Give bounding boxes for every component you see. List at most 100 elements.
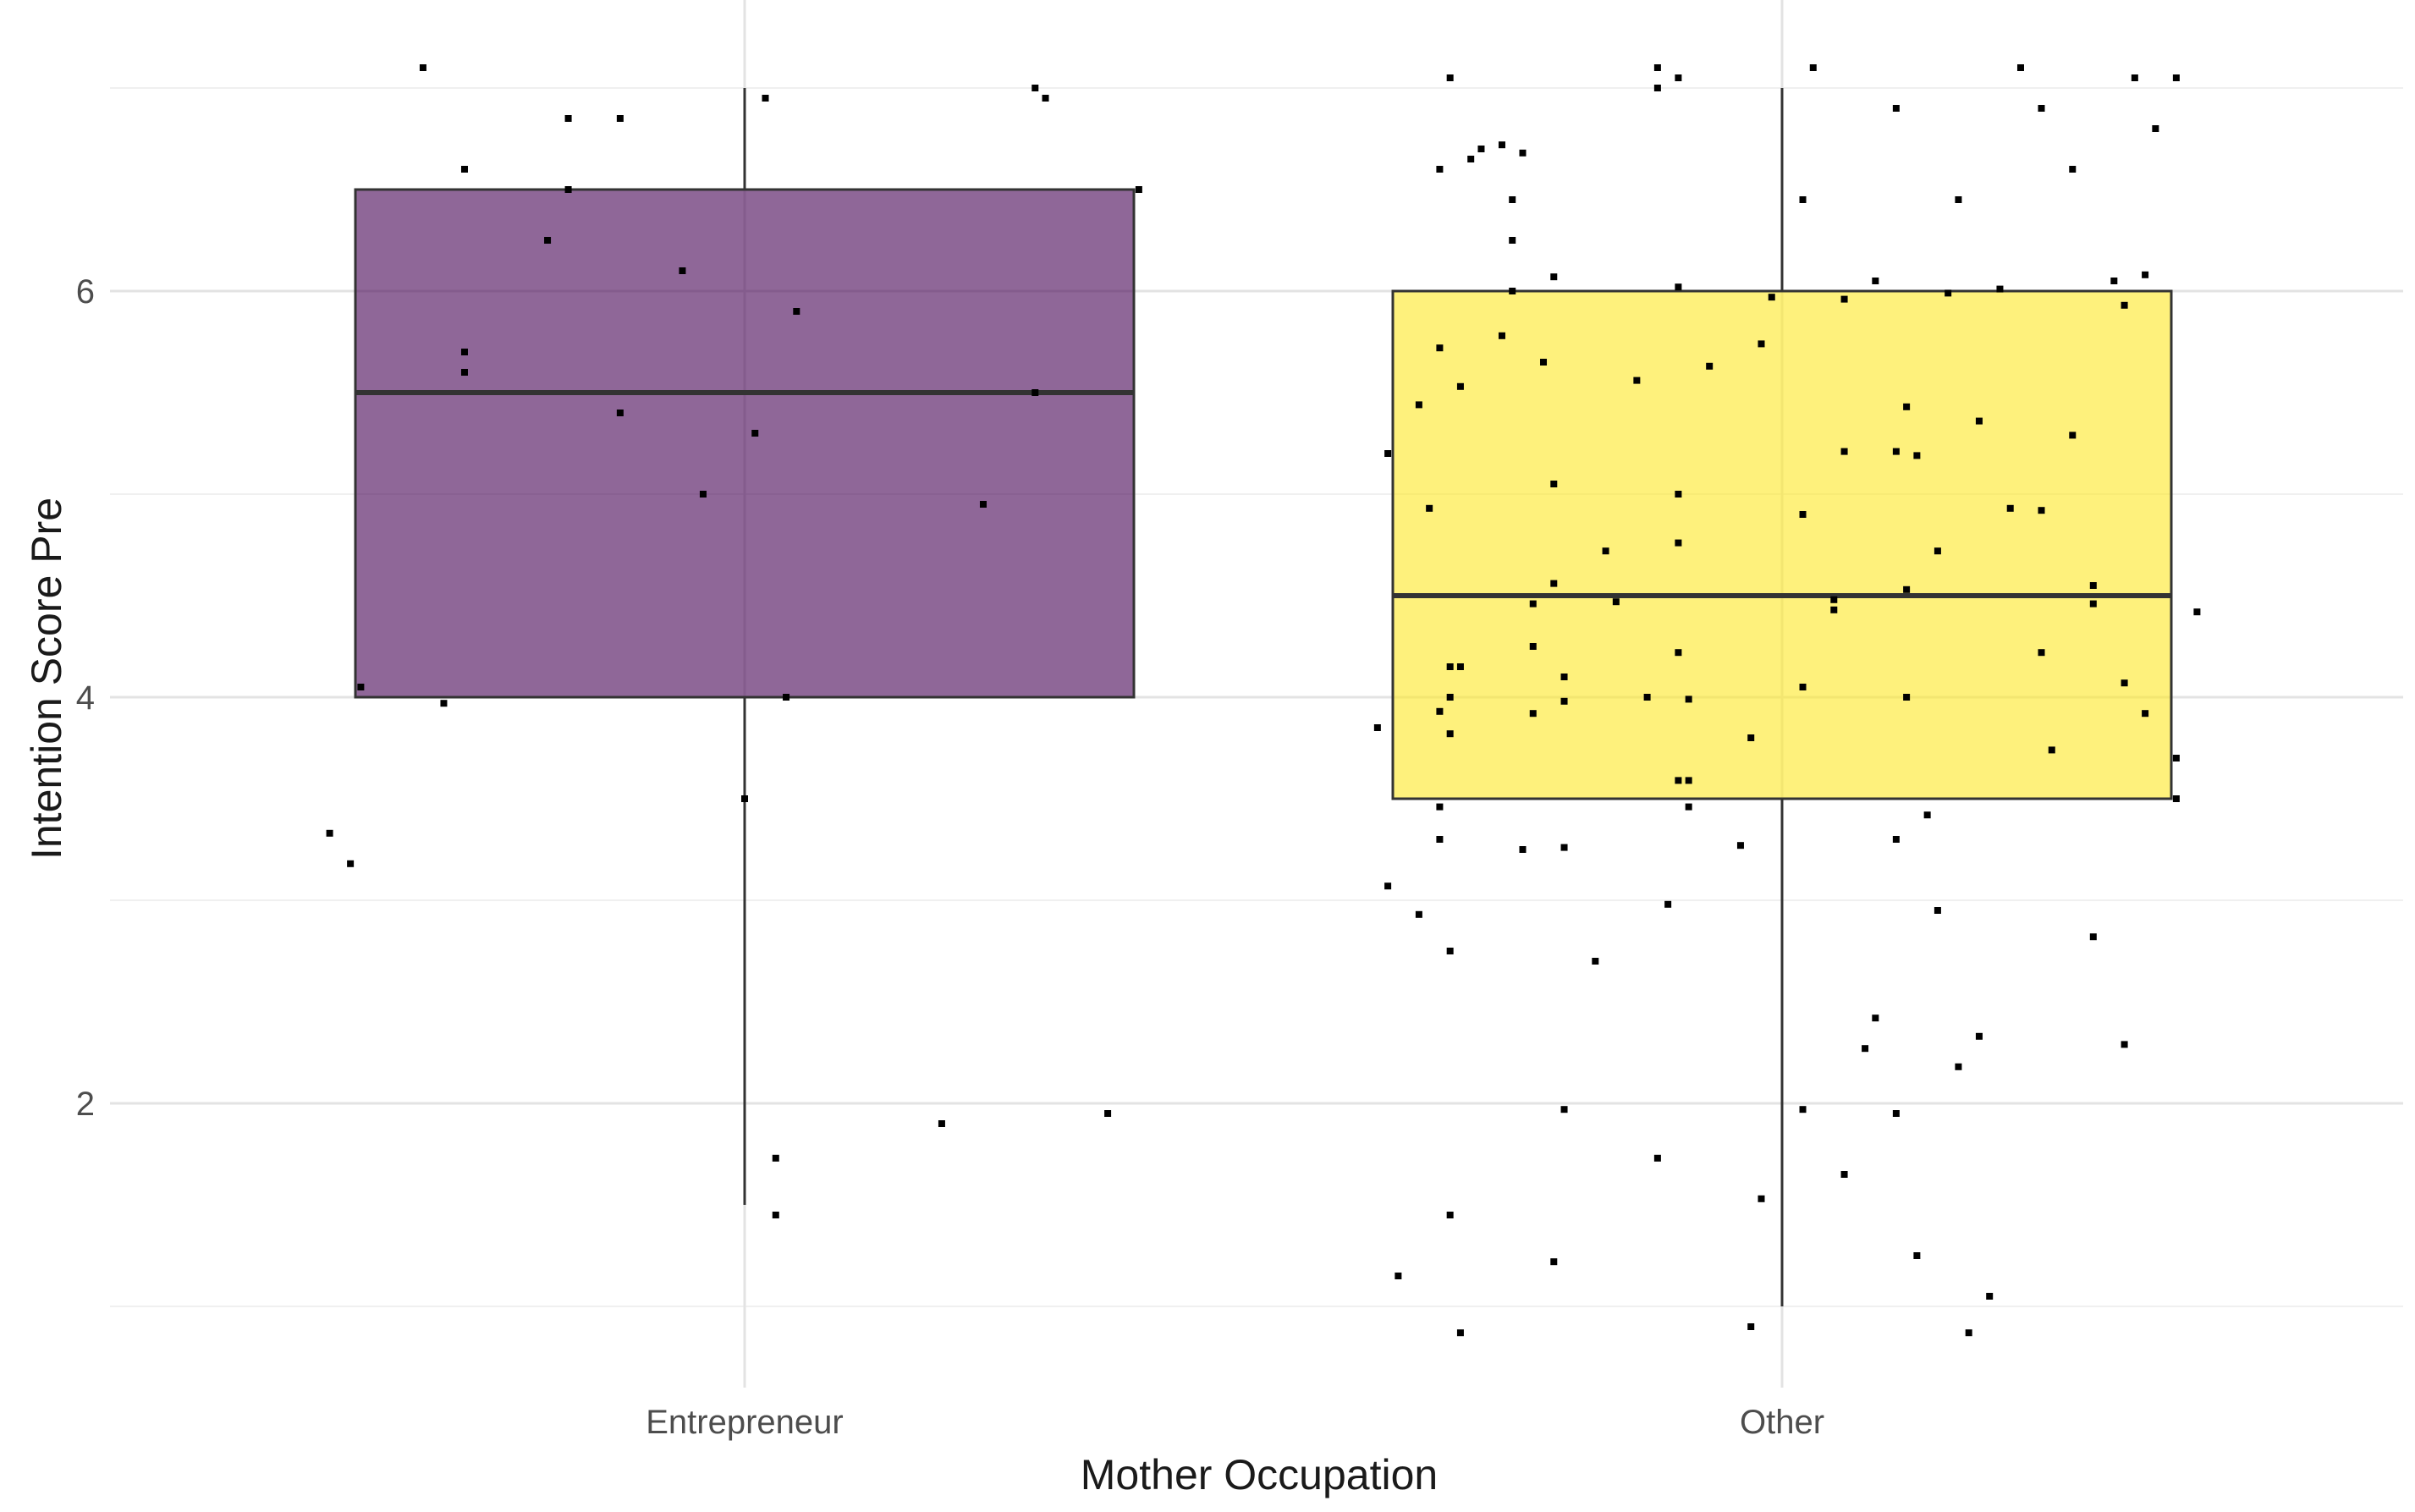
data-point	[1653, 64, 1661, 71]
data-point	[1415, 401, 1422, 409]
data-point	[1456, 663, 1464, 670]
data-point	[1031, 389, 1039, 396]
data-point	[2172, 74, 2180, 81]
data-point	[1934, 547, 1941, 555]
data-point	[2193, 608, 2201, 616]
data-point	[1675, 283, 1682, 291]
data-point	[1799, 196, 1807, 203]
x-tick-label: Entrepreneur	[646, 1404, 843, 1441]
data-point	[1840, 295, 1848, 303]
data-point	[1685, 803, 1692, 811]
data-point	[1955, 196, 1962, 203]
data-point	[741, 795, 748, 802]
data-point	[1799, 1106, 1807, 1113]
data-point	[1685, 777, 1692, 784]
data-point	[1862, 1045, 1869, 1053]
data-point	[1560, 674, 1568, 680]
data-point	[1913, 1252, 1921, 1259]
box-entrepreneur	[354, 188, 1136, 699]
x-tick-label: Other	[1740, 1404, 1824, 1441]
data-point	[2131, 74, 2138, 81]
box-layer	[354, 88, 2173, 1306]
data-point	[1643, 694, 1651, 701]
data-point	[1384, 882, 1392, 890]
data-point	[1809, 64, 1817, 71]
data-point	[1872, 278, 1879, 284]
data-point	[1934, 907, 1941, 914]
data-point	[1675, 491, 1682, 498]
data-point	[1529, 600, 1537, 608]
data-point	[1965, 1329, 1972, 1337]
data-point	[1436, 836, 1444, 843]
box-other	[1391, 289, 2173, 800]
data-point	[1892, 836, 1900, 843]
x-axis-ticks: Entrepreneur Other	[646, 1404, 1824, 1441]
data-point	[2089, 600, 2097, 608]
data-point	[1550, 273, 1558, 281]
data-point	[2121, 1041, 2128, 1048]
data-point	[699, 491, 707, 498]
data-point	[1436, 803, 1444, 811]
data-point	[419, 64, 426, 71]
data-point	[2142, 271, 2149, 278]
data-point	[1446, 74, 1454, 81]
data-point	[1373, 724, 1381, 731]
data-point	[2069, 166, 2077, 173]
data-point	[793, 308, 800, 315]
data-point	[2089, 933, 2097, 941]
data-point	[783, 694, 790, 701]
data-point	[2069, 432, 2077, 439]
data-point	[1913, 452, 1921, 459]
data-point	[1903, 586, 1911, 593]
data-point	[357, 684, 365, 690]
data-point	[1923, 811, 1931, 819]
data-point	[2006, 504, 2014, 512]
data-point	[2172, 755, 2180, 761]
data-point	[1799, 684, 1807, 690]
data-point	[1446, 1212, 1454, 1218]
data-point	[1903, 694, 1911, 701]
data-point	[679, 267, 686, 274]
data-point	[2016, 64, 2024, 71]
y-axis-title: Intention Score Pre	[23, 498, 70, 860]
data-point	[1675, 74, 1682, 81]
data-point	[616, 115, 624, 122]
data-point	[460, 166, 468, 173]
data-point	[1840, 448, 1848, 455]
data-point	[2172, 795, 2180, 802]
data-point	[1519, 149, 1527, 157]
data-point	[1612, 598, 1620, 606]
data-point	[1664, 900, 1672, 908]
data-point	[2121, 679, 2128, 687]
data-point	[2110, 278, 2118, 284]
data-point	[1395, 1273, 1402, 1279]
data-point	[751, 430, 759, 437]
data-point	[1560, 697, 1568, 705]
data-point	[1986, 1293, 1994, 1300]
x-axis-title: Mother Occupation	[1081, 1451, 1438, 1498]
data-point	[2038, 507, 2045, 514]
data-point	[1872, 1014, 1879, 1022]
data-point	[1384, 450, 1392, 457]
data-point	[1592, 958, 1599, 965]
jitter-points	[326, 64, 2201, 1337]
data-point	[1529, 643, 1537, 650]
data-point	[1467, 156, 1475, 162]
data-point	[1436, 707, 1444, 715]
data-point	[1892, 448, 1900, 455]
data-point	[1529, 710, 1537, 718]
data-point	[762, 95, 769, 102]
data-point	[1675, 649, 1682, 657]
data-point	[1892, 1110, 1900, 1117]
data-point	[1830, 606, 1838, 613]
data-point	[326, 829, 333, 837]
data-point	[1633, 377, 1641, 384]
data-point	[1975, 417, 1983, 425]
data-point	[1477, 146, 1485, 152]
data-point	[1540, 359, 1548, 366]
data-point	[1560, 1106, 1568, 1113]
data-point	[1955, 1063, 1962, 1070]
data-point	[1747, 1323, 1755, 1330]
data-point	[1840, 1171, 1848, 1178]
data-point	[1446, 948, 1454, 954]
